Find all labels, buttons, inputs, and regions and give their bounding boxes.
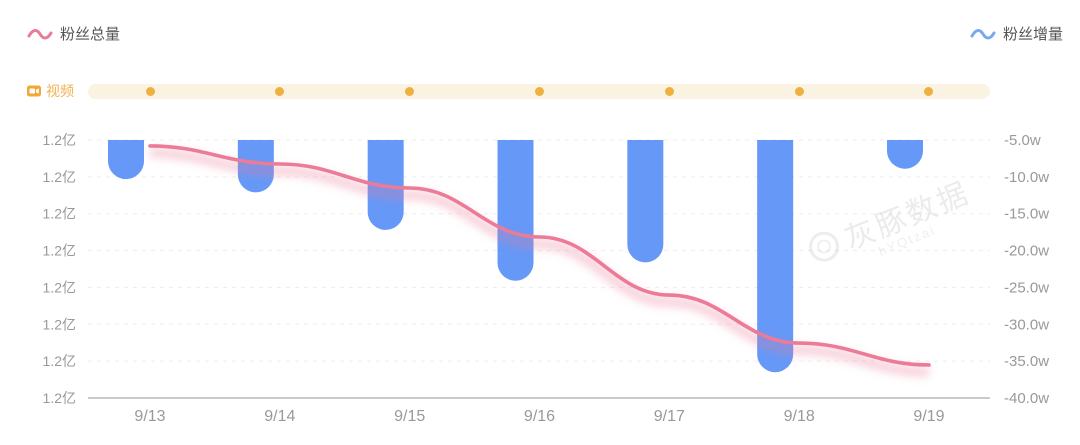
video-marker-dot-9/14[interactable] [275,87,285,96]
x-axis-tick: 9/17 [654,408,685,425]
total-fans-line-icon [27,28,53,39]
increment-bar-9/13[interactable] [108,140,144,180]
right-axis-tick: -25.0w [1004,279,1049,296]
x-axis-tick: 9/13 [134,408,165,425]
gridlines [88,139,990,399]
left-axis-tick: 1.2亿 [43,243,76,259]
increment-bar-9/18[interactable] [757,140,794,373]
legend-fans-increment[interactable]: 粉丝增量 [970,23,1063,44]
x-axis-tick: 9/19 [913,408,944,425]
right-axis-tick: -40.0w [1004,390,1049,407]
video-marker-band [88,84,990,99]
total-fans-line [148,144,931,377]
right-axis-tick: -15.0w [1004,206,1049,223]
fans-increment-line-icon [970,28,996,39]
left-axis-tick: 1.2亿 [43,206,76,222]
right-axis-tick: -10.0w [1004,169,1049,186]
left-axis-tick: 1.2亿 [43,169,76,185]
right-axis-tick: -35.0w [1004,353,1049,370]
total-fans-line-path[interactable] [148,144,931,367]
right-axis-tick: -30.0w [1004,316,1049,333]
video-marker-dot-9/18[interactable] [794,87,804,96]
increment-bar-9/19[interactable] [886,140,923,169]
x-axis-tick: 9/16 [524,408,555,425]
increment-bar-9/17[interactable] [627,140,664,263]
video-marker-dot-9/16[interactable] [534,87,544,96]
legend-fans-increment-label: 粉丝增量 [1003,26,1064,43]
increment-bar-9/16[interactable] [497,140,534,281]
x-axis-tick: 9/15 [394,408,425,425]
video-row-header: 视频 [27,82,74,100]
x-axis-tick: 9/14 [264,408,295,425]
video-marker-dot-9/15[interactable] [405,87,415,96]
left-axis-tick: 1.2亿 [43,279,76,295]
right-axis-tick: -5.0w [1004,132,1041,149]
video-marker-dot-9/19[interactable] [924,87,934,96]
left-axis-tick: 1.2亿 [43,132,76,148]
video-marker-dot-9/13[interactable] [145,87,155,96]
axis-labels: 1.2亿 1.2亿 1.2亿 1.2亿 1.2亿 1.2亿 1.2亿 1.2亿 -5.0w -10… [43,132,1050,425]
fans-increment-bars [108,140,923,373]
legend-total-fans[interactable]: 粉丝总量 [27,23,120,44]
left-axis-tick: 1.2亿 [43,390,76,406]
right-axis-tick: -20.0w [1004,243,1049,260]
left-axis-tick: 1.2亿 [43,316,76,332]
total-fans-line-glow [149,148,930,377]
video-marker-dot-9/17[interactable] [664,87,674,96]
video-camera-icon [27,85,41,97]
video-row-label: 视频 [46,83,74,99]
x-axis-tick: 9/18 [784,408,815,425]
left-axis-tick: 1.2亿 [43,353,76,369]
legend-total-fans-label: 粉丝总量 [60,26,121,43]
